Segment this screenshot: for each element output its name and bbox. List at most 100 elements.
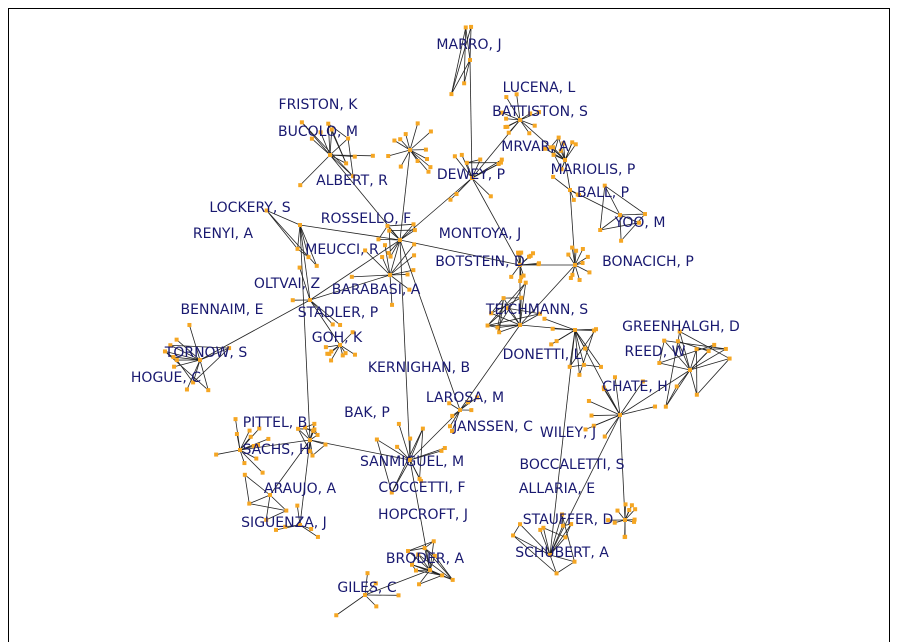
- edge: [583, 364, 602, 368]
- edge: [266, 510, 287, 521]
- edge: [301, 122, 354, 177]
- edge: [388, 149, 411, 157]
- node: [549, 342, 554, 347]
- node: [465, 400, 470, 405]
- node: [573, 142, 578, 147]
- edge: [376, 439, 411, 461]
- node: [551, 145, 556, 150]
- node: [551, 152, 556, 157]
- node-label: STADLER, P: [298, 305, 378, 321]
- node: [518, 522, 523, 527]
- edge: [189, 324, 201, 361]
- edge: [328, 123, 349, 139]
- edge: [418, 574, 443, 585]
- edge: [565, 523, 572, 538]
- edge: [505, 96, 521, 121]
- node: [426, 169, 431, 174]
- edge: [239, 449, 245, 464]
- node: [308, 298, 312, 302]
- edge: [487, 324, 521, 326]
- node: [323, 345, 328, 350]
- node: [248, 434, 253, 439]
- node: [352, 154, 357, 159]
- node: [284, 508, 289, 513]
- edge: [624, 504, 626, 521]
- node: [469, 24, 474, 29]
- edge: [309, 299, 334, 325]
- node-label: BARABASI, A: [332, 282, 421, 298]
- node: [412, 253, 417, 258]
- node: [365, 571, 370, 576]
- node-label: RENYI, A: [193, 226, 254, 242]
- node-label: SANMIGUEL, M: [360, 454, 464, 470]
- edge: [498, 298, 504, 333]
- node: [325, 351, 330, 356]
- edge: [487, 307, 508, 326]
- node: [568, 275, 573, 280]
- node: [395, 444, 400, 449]
- edge: [199, 359, 209, 391]
- node: [412, 242, 417, 247]
- node-label: COCCETTI, F: [378, 480, 465, 496]
- edge: [677, 340, 709, 352]
- edge: [244, 474, 271, 496]
- edge: [461, 154, 473, 179]
- edge: [463, 59, 471, 84]
- node: [551, 174, 556, 179]
- node: [385, 223, 390, 228]
- edge: [549, 514, 563, 556]
- node-label: JANSSEN, C: [452, 419, 533, 435]
- edge: [519, 264, 522, 278]
- edge: [339, 331, 353, 346]
- edge: [543, 527, 566, 538]
- node: [338, 343, 342, 347]
- node: [273, 527, 278, 532]
- edge: [299, 224, 311, 301]
- edge: [364, 573, 368, 596]
- edge: [299, 524, 319, 538]
- node: [264, 208, 269, 213]
- edge: [309, 439, 326, 445]
- node: [519, 250, 524, 255]
- edge: [620, 213, 646, 242]
- edge: [659, 344, 715, 364]
- node: [516, 250, 521, 255]
- node: [519, 275, 524, 280]
- node: [303, 425, 308, 430]
- node: [615, 508, 620, 513]
- edge: [619, 406, 656, 416]
- node: [504, 95, 509, 100]
- edge: [563, 143, 566, 161]
- edge: [269, 494, 287, 511]
- node: [531, 251, 536, 256]
- edge: [599, 185, 606, 231]
- node: [694, 347, 699, 352]
- node: [174, 358, 179, 363]
- node: [396, 593, 401, 598]
- node: [298, 223, 302, 227]
- node: [306, 255, 311, 260]
- node: [184, 387, 189, 392]
- edge: [451, 27, 467, 95]
- edge: [387, 223, 414, 227]
- edge: [424, 547, 454, 581]
- node: [632, 519, 637, 524]
- edge: [544, 318, 576, 331]
- node: [298, 523, 302, 527]
- node: [536, 261, 541, 266]
- node: [206, 388, 211, 393]
- node: [440, 573, 445, 578]
- node: [514, 92, 519, 97]
- edge: [665, 386, 678, 407]
- edge: [384, 245, 391, 276]
- node: [298, 183, 303, 188]
- edge: [409, 450, 442, 461]
- edge: [296, 505, 301, 526]
- node: [542, 316, 547, 321]
- node: [268, 493, 272, 497]
- edge: [579, 330, 595, 375]
- node: [417, 476, 422, 481]
- node: [518, 278, 523, 283]
- edge: [561, 514, 575, 562]
